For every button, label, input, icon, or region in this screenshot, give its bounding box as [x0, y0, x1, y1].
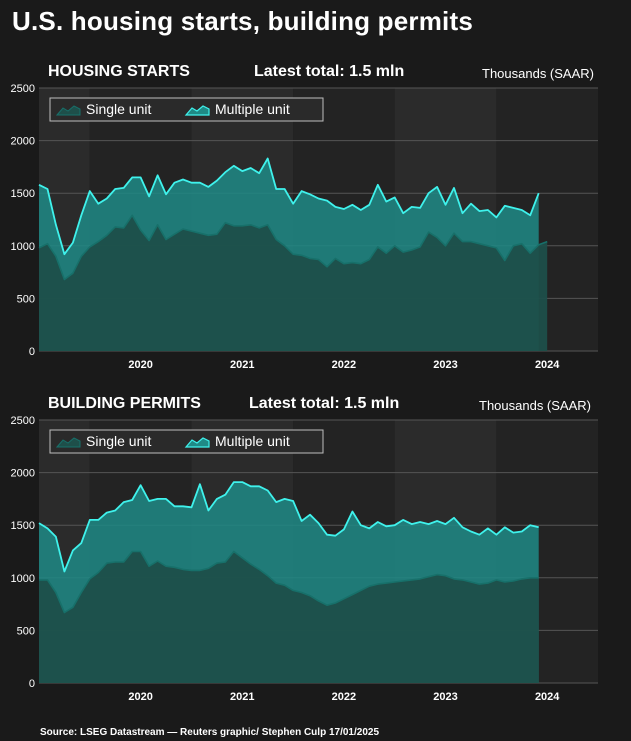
x-tick-label: 2022: [332, 359, 356, 371]
y-tick-label: 2000: [11, 468, 35, 480]
y-tick-label: 0: [29, 346, 35, 358]
legend-single-label: Single unit: [86, 433, 151, 449]
y-tick-label: 2500: [11, 83, 35, 95]
x-tick-label: 2023: [433, 359, 457, 371]
y-tick-label: 2000: [11, 136, 35, 148]
permits-unit-label: Thousands (SAAR): [479, 398, 591, 413]
x-tick-label: 2024: [535, 359, 560, 371]
legend-multiple-swatch: [184, 105, 210, 116]
source-note: Source: LSEG Datastream — Reuters graphi…: [40, 727, 380, 738]
single-unit-line: [39, 550, 539, 614]
y-tick-label: 1500: [11, 188, 35, 200]
permits-latest-total: Latest total: 1.5 mln: [249, 395, 400, 412]
multiple-unit-line: [38, 157, 540, 256]
chart-legend: Single unit Multiple unit: [49, 97, 324, 122]
multiple-unit-line: [38, 481, 539, 573]
y-tick-label: 1000: [11, 573, 35, 585]
x-tick-label: 2020: [128, 359, 152, 371]
x-tick-label: 2020: [128, 691, 152, 703]
legend-box: [49, 429, 324, 454]
legend-single-swatch: [55, 437, 81, 448]
y-tick-label: 500: [17, 293, 35, 305]
legend-single-label: Single unit: [86, 101, 151, 117]
starts-unit-label: Thousands (SAAR): [482, 66, 594, 81]
y-tick-label: 0: [29, 678, 35, 690]
x-tick-label: 2021: [230, 359, 254, 371]
x-tick-label: 2023: [433, 691, 457, 703]
single-unit-line: [38, 214, 548, 281]
starts-latest-total: Latest total: 1.5 mln: [254, 63, 405, 80]
housing-starts-chart: 0 500 1000 1500 2000 2500 2020 2021 2022 2023 2024…: [11, 83, 598, 371]
y-tick-label: 2500: [11, 415, 35, 427]
y-tick-label: 500: [17, 625, 35, 637]
legend-box: [49, 97, 324, 122]
legend-multiple-label: Multiple unit: [215, 101, 290, 117]
legend-single-swatch: [55, 105, 81, 116]
x-tick-label: 2024: [535, 691, 560, 703]
starts-panel-title: HOUSING STARTS: [48, 63, 190, 80]
page-title: U.S. housing starts, building permits: [12, 6, 473, 36]
x-tick-label: 2022: [332, 691, 356, 703]
x-tick-label: 2021: [230, 691, 254, 703]
single-unit-area: [39, 215, 548, 351]
single-unit-area: [39, 551, 539, 683]
legend-multiple-swatch: [184, 437, 210, 448]
chart-legend: Single unit Multiple unit: [49, 429, 324, 454]
y-tick-label: 1000: [11, 241, 35, 253]
building-permits-chart: 0 500 1000 1500 2000 2500 2020 2021 2022 2023 2024…: [11, 415, 598, 703]
permits-panel-title: BUILDING PERMITS: [48, 395, 201, 412]
y-tick-label: 1500: [11, 520, 35, 532]
legend-multiple-label: Multiple unit: [215, 433, 290, 449]
